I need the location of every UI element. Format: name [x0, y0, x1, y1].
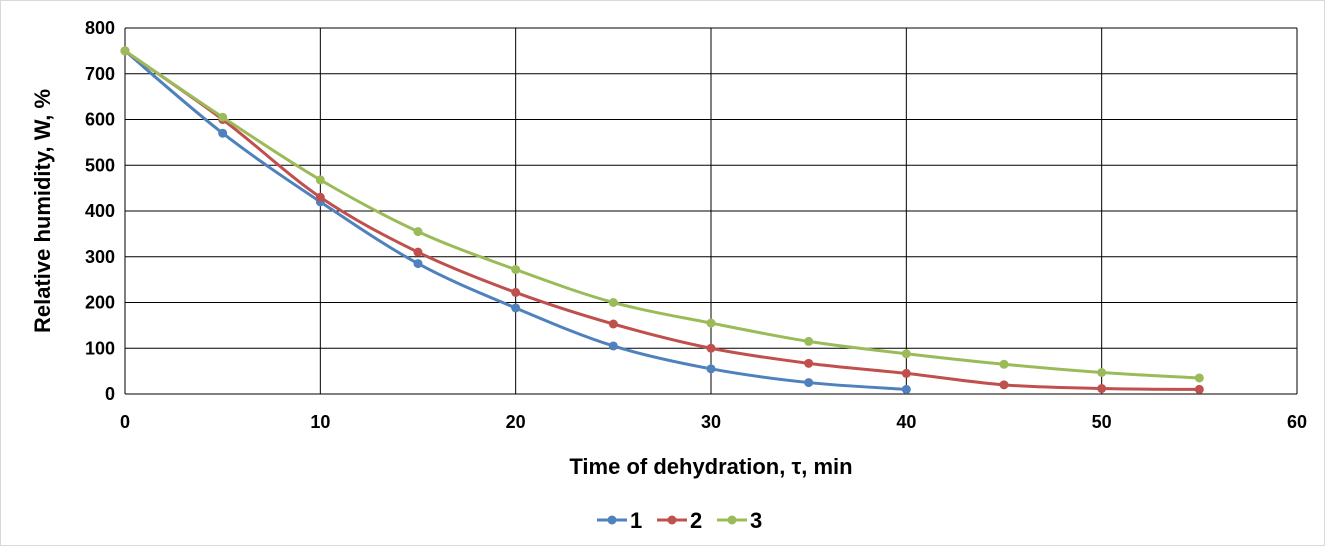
series-3-point [804, 336, 814, 346]
x-tick-label: 10 [310, 412, 330, 432]
x-tick-label: 60 [1287, 412, 1307, 432]
y-tick-label: 100 [85, 338, 115, 358]
x-axis-ticks: 0 10 20 30 40 50 60 [120, 412, 1307, 432]
series-3 [120, 46, 1204, 383]
legend-label: 1 [630, 508, 642, 533]
series-1-line [124, 49, 907, 391]
legend-item: 3 [717, 508, 762, 533]
series-2-point [706, 343, 716, 353]
series-1-point [706, 364, 716, 374]
y-axis-ticks: 0 100 200 300 400 500 600 700 800 [85, 18, 115, 404]
series-2-point [608, 319, 618, 329]
x-axis-title: Time of dehydration, τ, min [569, 454, 852, 479]
series-3-point [608, 298, 618, 307]
x-tick-label: 50 [1092, 412, 1112, 432]
series-3-point [315, 175, 325, 185]
legend-label: 2 [690, 508, 702, 533]
y-tick-label: 0 [105, 384, 115, 404]
series-2-point [315, 192, 325, 202]
series-2-point [1097, 384, 1107, 394]
series-2-point [413, 247, 423, 257]
series-1-point [804, 378, 814, 388]
x-tick-label: 20 [506, 412, 526, 432]
legend-marker [727, 515, 737, 525]
legend-marker [667, 515, 677, 525]
series-3-point [1194, 373, 1204, 383]
legend-item: 2 [657, 508, 702, 533]
y-tick-label: 500 [85, 155, 115, 175]
gridlines [124, 27, 1298, 395]
series-2-point [999, 380, 1009, 390]
legend: 1 2 3 [597, 508, 762, 533]
series-1-point [413, 259, 423, 269]
series-3-point [218, 112, 228, 122]
series-2-point [1194, 384, 1204, 394]
series-3-point [511, 265, 521, 275]
legend-label: 3 [750, 508, 762, 533]
y-tick-label: 700 [85, 64, 115, 84]
y-tick-label: 800 [85, 18, 115, 38]
series-3-point [120, 46, 130, 56]
series-1-point [218, 128, 228, 138]
series-3-point [999, 359, 1009, 369]
series-3-point [706, 318, 716, 328]
series-3-point [413, 227, 423, 237]
y-tick-label: 300 [85, 247, 115, 267]
y-tick-label: 600 [85, 110, 115, 130]
series-group [120, 46, 1204, 394]
series-2-point [804, 358, 814, 368]
series-2-point [901, 368, 911, 378]
x-tick-label: 0 [120, 412, 130, 432]
y-axis-title: Relative humidity, W, % [30, 89, 55, 333]
series-1-point [511, 303, 521, 313]
series-3-point [901, 349, 911, 359]
series-2-point [511, 287, 521, 297]
legend-marker [607, 515, 617, 525]
x-tick-label: 40 [896, 412, 916, 432]
y-tick-label: 400 [85, 201, 115, 221]
series-1-point [608, 341, 618, 351]
x-tick-label: 30 [701, 412, 721, 432]
legend-item: 1 [597, 508, 642, 533]
y-tick-label: 200 [85, 293, 115, 313]
series-3-point [1097, 367, 1107, 377]
series-1-point [901, 384, 911, 394]
